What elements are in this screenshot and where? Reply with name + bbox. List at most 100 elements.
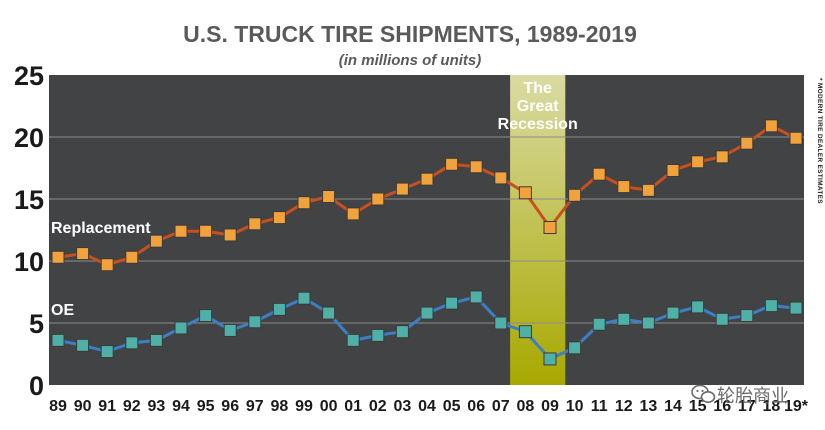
recession-label-line: The: [523, 80, 552, 97]
data-point-oe: [518, 325, 532, 339]
recession-label-line: Recession: [498, 116, 578, 133]
x-tick-label: 97: [246, 398, 264, 415]
x-tick-label: 18: [763, 398, 781, 415]
y-tick-label: 15: [14, 185, 44, 215]
data-point-oe: [125, 336, 139, 350]
data-point-oe: [666, 306, 680, 320]
x-tick-label: 14: [664, 398, 682, 415]
side-note: * MODERN TIRE DEALER ESTIMATES: [816, 78, 823, 204]
y-tick-label: 10: [14, 247, 44, 277]
x-tick-label: 19*: [784, 398, 809, 415]
data-point-oe: [322, 306, 336, 320]
x-tick-label: 12: [615, 398, 633, 415]
x-tick-label: 89: [49, 398, 67, 415]
chart-title: U.S. TRUCK TIRE SHIPMENTS, 1989-2019: [183, 21, 637, 47]
data-point-replacement: [297, 196, 311, 210]
data-point-replacement: [76, 247, 90, 261]
x-tick-label: 13: [640, 398, 658, 415]
data-point-oe: [420, 306, 434, 320]
data-point-oe: [691, 300, 705, 314]
data-point-replacement: [125, 250, 139, 264]
x-tick-label: 10: [566, 398, 584, 415]
x-tick-label: 11: [591, 398, 608, 415]
data-point-replacement: [666, 163, 680, 177]
data-point-replacement: [494, 171, 508, 185]
recession-label-line: Great: [517, 98, 559, 115]
data-point-oe: [149, 333, 163, 347]
data-point-replacement: [715, 150, 729, 164]
data-point-replacement: [51, 250, 65, 264]
x-tick-label: 08: [517, 398, 535, 415]
data-point-oe: [248, 315, 262, 329]
data-point-replacement: [740, 136, 754, 150]
data-point-replacement: [543, 221, 557, 235]
data-point-replacement: [371, 192, 385, 206]
x-tick-label: 16: [713, 398, 731, 415]
data-point-replacement: [322, 190, 336, 204]
x-tick-label: 03: [394, 398, 412, 415]
data-point-replacement: [248, 217, 262, 231]
data-point-replacement: [149, 234, 163, 248]
x-tick-label: 00: [320, 398, 338, 415]
data-point-oe: [76, 338, 90, 352]
data-point-oe: [51, 333, 65, 347]
y-tick-label: 25: [14, 61, 44, 91]
data-point-replacement: [617, 180, 631, 194]
x-tick-label: 95: [197, 398, 215, 415]
x-tick-label: 90: [74, 398, 92, 415]
data-point-oe: [494, 316, 508, 330]
data-point-replacement: [764, 119, 778, 133]
x-tick-label: 98: [271, 398, 289, 415]
data-point-replacement: [445, 157, 459, 171]
data-point-replacement: [691, 155, 705, 169]
data-point-replacement: [395, 182, 409, 196]
data-point-replacement: [789, 131, 803, 145]
x-tick-label: 09: [541, 398, 559, 415]
watermark-text: 轮胎商业: [717, 386, 789, 407]
watermark: 轮胎商业: [691, 384, 789, 407]
wechat-icon: [691, 384, 716, 403]
x-tick-label: 01: [344, 398, 362, 415]
data-point-replacement: [199, 224, 213, 238]
x-tick-label: 17: [738, 398, 756, 415]
data-point-replacement: [346, 207, 360, 221]
data-point-oe: [764, 299, 778, 313]
x-tick-label: 15: [689, 398, 707, 415]
data-point-oe: [617, 312, 631, 326]
data-point-oe: [715, 312, 729, 326]
data-point-oe: [272, 302, 286, 316]
x-tick-label: 04: [418, 398, 436, 415]
x-tick-label: 93: [148, 398, 166, 415]
data-point-oe: [592, 317, 606, 331]
x-tick-label: 92: [123, 398, 141, 415]
data-point-replacement: [641, 183, 655, 197]
data-point-oe: [641, 316, 655, 330]
data-point-replacement: [420, 172, 434, 186]
data-point-replacement: [174, 224, 188, 238]
data-point-replacement: [272, 211, 286, 225]
chart-subtitle: (in millions of units): [339, 52, 482, 69]
data-point-oe: [445, 296, 459, 310]
x-tick-label: 06: [467, 398, 485, 415]
data-point-oe: [297, 291, 311, 305]
x-tick-label: 02: [369, 398, 387, 415]
data-point-oe: [346, 333, 360, 347]
x-tick-label: 94: [172, 398, 190, 415]
x-tick-label: 91: [98, 398, 116, 415]
data-point-replacement: [100, 258, 114, 272]
x-tick-label: 96: [221, 398, 239, 415]
series-label-replacement: Replacement: [51, 220, 151, 237]
x-tick-label: 07: [492, 398, 510, 415]
data-point-oe: [568, 341, 582, 355]
data-point-oe: [371, 328, 385, 342]
data-point-oe: [223, 323, 237, 337]
data-point-replacement: [223, 228, 237, 242]
y-tick-label: 0: [29, 371, 44, 401]
data-point-oe: [543, 352, 557, 366]
series-label-oe: OE: [51, 302, 74, 319]
data-point-oe: [740, 309, 754, 323]
data-point-replacement: [568, 188, 582, 202]
data-point-oe: [395, 325, 409, 339]
y-tick-label: 20: [14, 123, 44, 153]
